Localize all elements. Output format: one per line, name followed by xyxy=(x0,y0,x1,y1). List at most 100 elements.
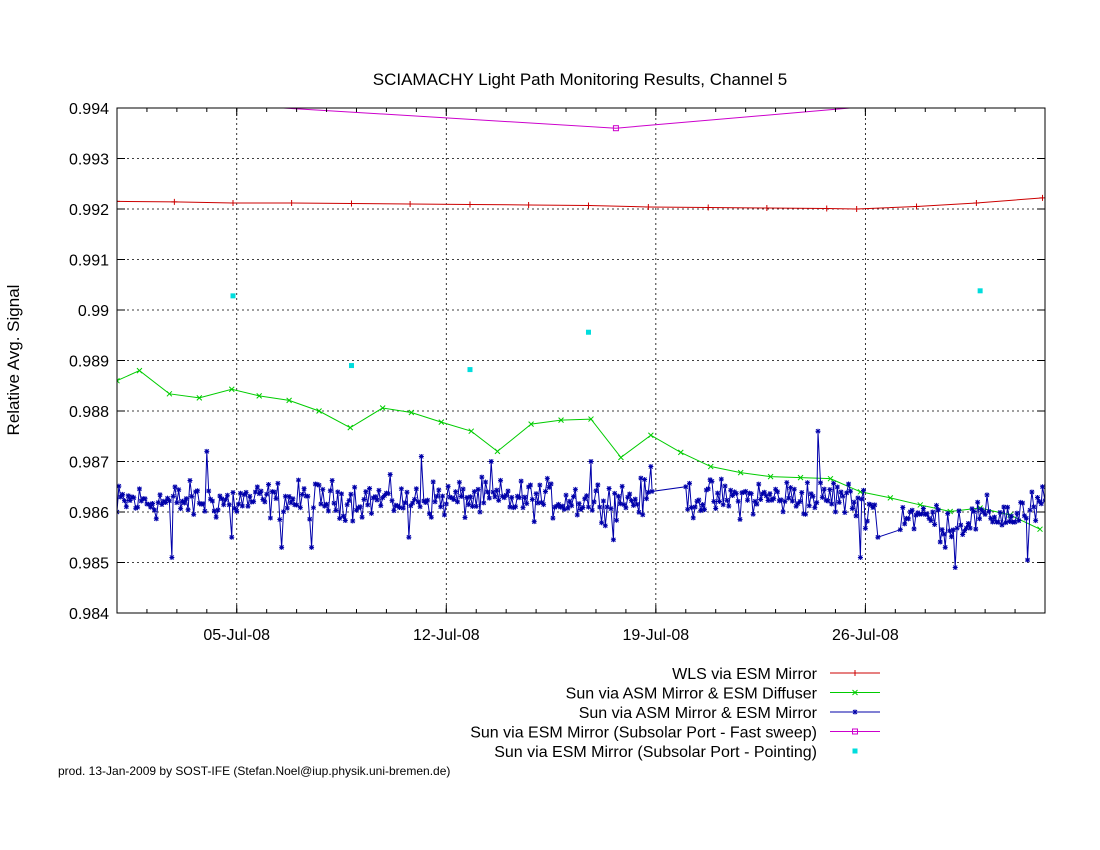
data-point xyxy=(870,504,876,510)
data-point xyxy=(1020,500,1026,506)
data-point xyxy=(221,502,227,508)
legend-label: Sun via ASM Mirror & ESM Diffuser xyxy=(566,686,818,703)
data-point xyxy=(267,515,273,521)
series-3 xyxy=(275,108,856,132)
data-point xyxy=(561,506,567,512)
data-point xyxy=(627,491,633,497)
data-point xyxy=(593,488,599,494)
data-point xyxy=(157,492,163,498)
data-point xyxy=(737,516,743,522)
data-point xyxy=(591,499,597,505)
data-point xyxy=(305,493,311,499)
data-point xyxy=(339,491,345,497)
data-point xyxy=(595,482,601,488)
data-point xyxy=(588,459,594,464)
data-point xyxy=(340,513,346,519)
data-point xyxy=(228,386,235,393)
data-point xyxy=(763,493,769,499)
data-point xyxy=(844,490,850,496)
data-point xyxy=(331,500,337,506)
data-point xyxy=(385,491,391,497)
series-line xyxy=(117,197,1043,210)
data-point xyxy=(430,479,436,485)
data-point xyxy=(1040,484,1045,490)
y-axis-label: Relative Avg. Signal xyxy=(4,285,23,436)
data-point xyxy=(855,495,861,501)
data-point xyxy=(722,483,728,489)
data-point xyxy=(823,497,829,503)
data-point xyxy=(698,508,704,514)
data-point xyxy=(397,505,403,511)
data-point xyxy=(347,424,354,431)
data-point xyxy=(475,486,481,492)
data-point xyxy=(520,505,526,511)
data-point xyxy=(715,490,721,496)
data-point xyxy=(121,498,127,504)
data-point xyxy=(784,480,790,486)
data-point xyxy=(1038,501,1044,507)
data-point xyxy=(348,363,354,369)
data-point xyxy=(468,494,474,500)
data-point xyxy=(178,506,184,512)
data-point xyxy=(819,494,825,500)
data-point xyxy=(683,484,689,490)
data-point xyxy=(911,526,917,532)
data-point xyxy=(378,503,384,509)
data-point xyxy=(525,201,532,208)
data-point xyxy=(174,500,180,506)
data-point xyxy=(169,554,175,560)
data-point xyxy=(773,486,779,492)
data-point xyxy=(131,495,137,501)
data-point xyxy=(995,519,1001,525)
data-point xyxy=(834,484,840,490)
data-point xyxy=(408,503,414,509)
data-point xyxy=(413,486,419,492)
data-point xyxy=(229,534,235,540)
data-point xyxy=(389,498,395,504)
data-point xyxy=(486,495,492,501)
data-point xyxy=(980,509,986,515)
data-point xyxy=(544,475,550,481)
legend-swatch-marker xyxy=(852,748,858,754)
data-point xyxy=(789,498,795,504)
data-point xyxy=(398,486,404,492)
data-point xyxy=(230,293,236,299)
data-point xyxy=(585,504,591,510)
data-point xyxy=(692,504,698,510)
legend-swatch-marker xyxy=(852,670,858,676)
data-point xyxy=(1029,489,1035,495)
data-point xyxy=(752,498,758,504)
series-line xyxy=(117,370,1041,530)
data-point xyxy=(851,499,857,505)
data-point xyxy=(778,497,784,503)
data-point xyxy=(791,486,797,492)
data-point xyxy=(165,495,171,501)
data-point xyxy=(726,503,732,509)
data-point xyxy=(464,495,470,501)
data-point xyxy=(483,479,489,485)
data-point xyxy=(290,496,296,502)
data-point xyxy=(438,419,445,425)
data-point xyxy=(608,506,614,512)
data-point xyxy=(973,199,980,206)
series-line xyxy=(117,431,1045,568)
data-point xyxy=(282,493,288,499)
data-point xyxy=(288,500,294,506)
data-point xyxy=(213,514,219,520)
data-point xyxy=(962,528,968,534)
data-point xyxy=(153,516,159,522)
data-point xyxy=(548,481,554,487)
data-point xyxy=(166,390,173,397)
data-point xyxy=(1005,504,1011,510)
data-point xyxy=(383,490,389,496)
data-point xyxy=(252,489,258,495)
plot-frame xyxy=(116,107,1046,614)
data-point xyxy=(187,478,193,484)
data-point xyxy=(557,504,563,510)
data-point xyxy=(864,518,870,524)
data-point xyxy=(711,498,717,504)
data-point xyxy=(948,534,954,540)
data-point xyxy=(337,515,343,521)
data-point xyxy=(494,487,500,493)
data-point xyxy=(758,496,764,502)
